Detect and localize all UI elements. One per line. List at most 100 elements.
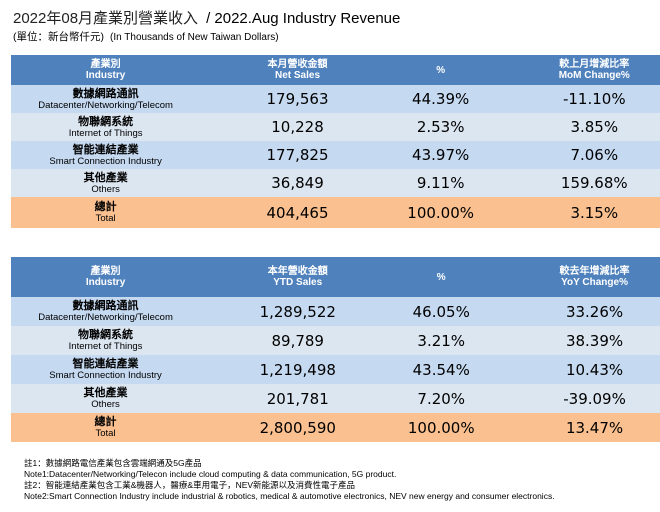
header-en: %: [436, 64, 446, 76]
unit-note: (單位：新台幣仟元) (In Thousands of New Taiwan Do…: [13, 31, 279, 43]
industry-zh: 總計: [94, 201, 117, 213]
industry-zh: 智能連結產業: [72, 143, 139, 156]
header-en: Industry: [85, 70, 126, 81]
industry-en: Others: [91, 399, 120, 410]
header-en: YoY Change%: [561, 277, 628, 288]
sales-cell: 404,465: [200, 197, 395, 228]
chg-cell: 13.47%: [529, 413, 660, 442]
industry-en: Internet of Things: [68, 127, 143, 139]
header-en: YTD Sales: [273, 277, 323, 288]
chg-cell: 33.26%: [529, 297, 660, 326]
note-2-zh: 註2：智能連結產業包含工業&機器人，醫療&車用電子，NEV新能源以及消費性電子產…: [24, 480, 356, 490]
column-header: 本年營收金額 YTD Sales: [200, 257, 396, 297]
total-row: 總計 Total 404,465 100.00% 3.15%: [11, 197, 660, 228]
monthly-revenue-table: 產業別 Industry 本月營收金額 Net Sales% 較上月增減比率 MoM Ch…: [11, 55, 660, 228]
header-en: Net Sales: [274, 70, 321, 81]
chg-cell: 3.15%: [528, 197, 660, 228]
industry-cell: 物聯網系統 Internet of Things: [11, 326, 201, 355]
industry-en: Total: [95, 428, 116, 439]
header-zh: 本月營收金額: [267, 59, 328, 70]
table-row: 數據網路通訊 Datacenter/Networking/Telecom 1,289…: [11, 297, 660, 326]
industry-zh: 總計: [94, 416, 117, 428]
industry-en: Smart Connection Industry: [49, 370, 162, 381]
header-zh: 產業別: [90, 266, 121, 277]
table-row: 其他產業 Others 36,849 9.11% 159.68%: [11, 169, 660, 197]
industry-cell: 智能連結產業 Smart Connection Industry: [11, 355, 201, 384]
pct-cell: 100.00%: [394, 197, 529, 228]
column-header: %: [395, 257, 530, 297]
header-zh: 產業別: [90, 59, 121, 70]
pct-cell: 46.05%: [395, 297, 530, 326]
pct-cell: 43.97%: [394, 141, 529, 169]
industry-zh: 其他產業: [83, 387, 128, 399]
header-en: Industry: [85, 277, 126, 288]
industry-cell: 數據網路通訊 Datacenter/Networking/Telecom: [11, 85, 201, 113]
chg-cell: -39.09%: [529, 384, 660, 413]
column-header: 產業別 Industry: [11, 257, 201, 297]
pct-cell: 7.20%: [395, 384, 530, 413]
industry-zh: 物聯網系統: [78, 329, 134, 341]
industry-zh: 其他產業: [83, 171, 128, 184]
chg-cell: -11.10%: [528, 85, 660, 113]
sales-cell: 1,289,522: [200, 297, 396, 326]
industry-zh: 數據網路通訊: [72, 300, 139, 312]
pct-cell: 2.53%: [394, 113, 529, 141]
industry-cell: 數據網路通訊 Datacenter/Networking/Telecom: [11, 297, 201, 326]
industry-cell: 物聯網系統 Internet of Things: [11, 113, 201, 141]
column-header: 產業別 Industry: [11, 55, 201, 85]
total-row: 總計 Total 2,800,590 100.00% 13.47%: [11, 413, 660, 442]
header-zh: 較上月增減比率: [559, 59, 630, 70]
sales-cell: 36,849: [200, 169, 395, 197]
industry-cell: 其他產業 Others: [11, 169, 201, 197]
industry-cell: 總計 Total: [11, 197, 201, 228]
chg-cell: 38.39%: [529, 326, 660, 355]
note-1-en: Note1:Datacenter/Networking/Telecon incl…: [24, 469, 397, 479]
ytd-revenue-table: 產業別 Industry 本年營收金額 YTD Sales% 較去年增減比率 YoY Ch…: [11, 257, 660, 442]
industry-cell: 智能連結產業 Smart Connection Industry: [11, 141, 201, 169]
table-row: 智能連結產業 Smart Connection Industry 1,219,498…: [11, 355, 660, 384]
industry-zh: 數據網路通訊: [72, 87, 139, 100]
sales-cell: 89,789: [200, 326, 396, 355]
header-zh: 本年營收金額: [267, 266, 328, 277]
column-header: 較去年增減比率 YoY Change%: [529, 257, 660, 297]
note-2-en: Note2:Smart Connection Industry include …: [24, 491, 555, 501]
sales-cell: 177,825: [200, 141, 395, 169]
industry-en: Datacenter/Networking/Telecom: [38, 99, 173, 111]
column-header: 較上月增減比率 MoM Change%: [528, 55, 660, 85]
footnotes: 註1：數據網路電信產業包含雲端網通及5G產品 Note1:Datacenter/…: [24, 458, 555, 502]
pct-cell: 3.21%: [395, 326, 530, 355]
industry-en: Total: [95, 213, 116, 224]
note-1-zh: 註1：數據網路電信產業包含雲端網通及5G產品: [24, 458, 202, 468]
column-header: %: [394, 55, 529, 85]
industry-zh: 智能連結產業: [72, 358, 139, 370]
industry-zh: 物聯網系統: [78, 115, 134, 128]
industry-en: Smart Connection Industry: [49, 155, 162, 167]
sales-cell: 1,219,498: [200, 355, 396, 384]
sales-cell: 179,563: [200, 85, 395, 113]
industry-cell: 其他產業 Others: [11, 384, 201, 413]
table-row: 其他產業 Others 201,781 7.20% -39.09%: [11, 384, 660, 413]
chg-cell: 10.43%: [529, 355, 660, 384]
table-row: 物聯網系統 Internet of Things 10,228 2.53% 3.85%: [11, 113, 660, 141]
header-zh: 較去年增減比率: [559, 266, 630, 277]
sales-cell: 201,781: [200, 384, 396, 413]
chg-cell: 3.85%: [528, 113, 660, 141]
chg-cell: 159.68%: [528, 169, 660, 197]
industry-en: Datacenter/Networking/Telecom: [38, 312, 173, 323]
table-row: 智能連結產業 Smart Connection Industry 177,825 43…: [11, 141, 660, 169]
column-header: 本月營收金額 Net Sales: [200, 55, 395, 85]
industry-cell: 總計 Total: [11, 413, 201, 442]
header-en: %: [436, 271, 446, 283]
header-en: MoM Change%: [558, 70, 630, 81]
pct-cell: 9.11%: [394, 169, 529, 197]
table-row: 物聯網系統 Internet of Things 89,789 3.21% 38.39%: [11, 326, 660, 355]
table-row: 數據網路通訊 Datacenter/Networking/Telecom 179,5…: [11, 85, 660, 113]
chg-cell: 7.06%: [528, 141, 660, 169]
pct-cell: 44.39%: [394, 85, 529, 113]
pct-cell: 43.54%: [395, 355, 530, 384]
industry-en: Others: [91, 183, 120, 195]
industry-en: Internet of Things: [68, 341, 143, 352]
sales-cell: 10,228: [200, 113, 395, 141]
pct-cell: 100.00%: [395, 413, 530, 442]
sales-cell: 2,800,590: [200, 413, 396, 442]
